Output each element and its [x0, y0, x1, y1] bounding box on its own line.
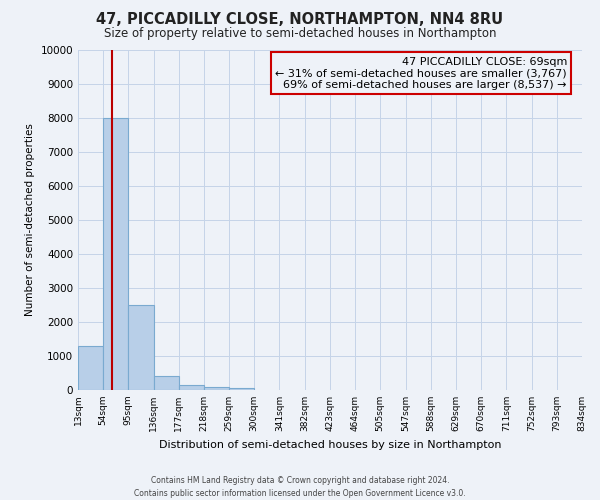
Y-axis label: Number of semi-detached properties: Number of semi-detached properties: [25, 124, 35, 316]
Text: 47 PICCADILLY CLOSE: 69sqm
← 31% of semi-detached houses are smaller (3,767)
69%: 47 PICCADILLY CLOSE: 69sqm ← 31% of semi…: [275, 57, 567, 90]
Text: 47, PICCADILLY CLOSE, NORTHAMPTON, NN4 8RU: 47, PICCADILLY CLOSE, NORTHAMPTON, NN4 8…: [97, 12, 503, 28]
Bar: [204, 386, 229, 390]
Bar: [229, 388, 254, 390]
Bar: [128, 305, 154, 390]
Bar: [103, 118, 128, 390]
Text: Size of property relative to semi-detached houses in Northampton: Size of property relative to semi-detach…: [104, 28, 496, 40]
Bar: [154, 376, 179, 390]
Bar: [78, 346, 103, 390]
Text: Contains HM Land Registry data © Crown copyright and database right 2024.
Contai: Contains HM Land Registry data © Crown c…: [134, 476, 466, 498]
X-axis label: Distribution of semi-detached houses by size in Northampton: Distribution of semi-detached houses by …: [159, 440, 501, 450]
Bar: [179, 385, 204, 390]
